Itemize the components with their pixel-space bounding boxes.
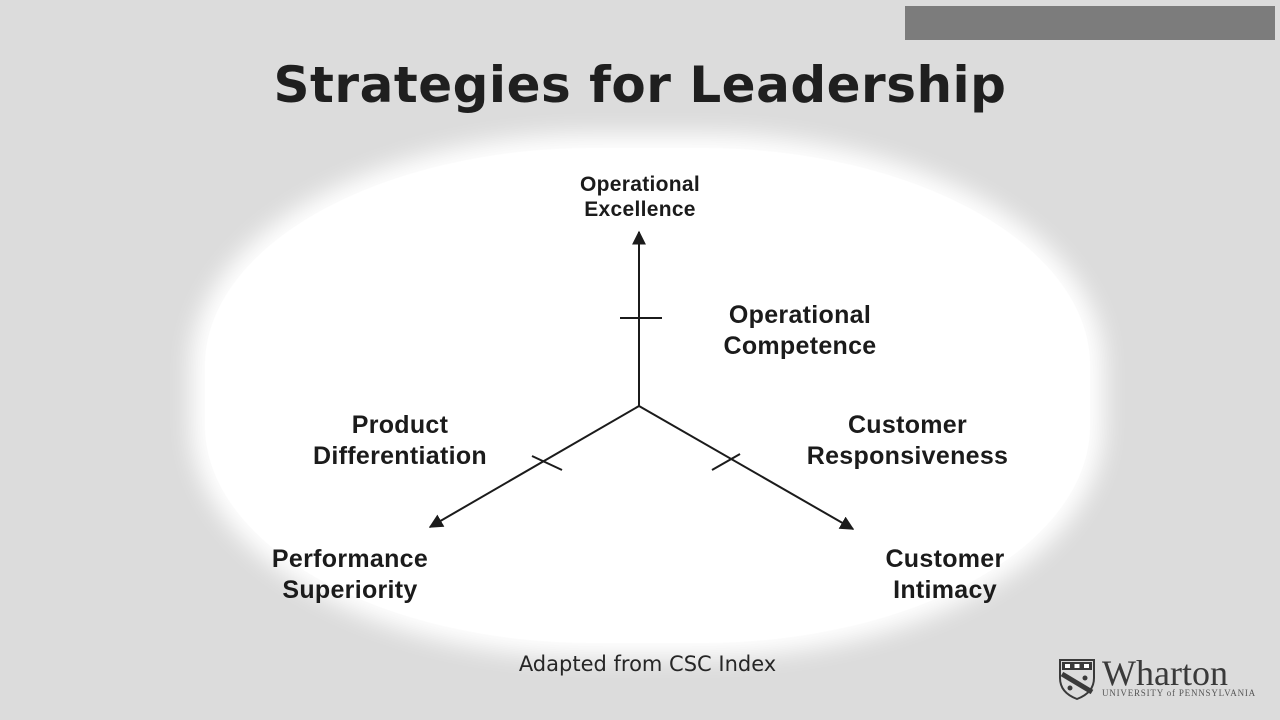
midpoint-label-left: Product Differentiation (280, 410, 520, 473)
logo-wordmark: Wharton (1102, 653, 1228, 693)
midpoint-label-left-line1: Product (351, 411, 449, 439)
axis-label-top: Operational Excellence (545, 172, 735, 222)
slide-title: Strategies for Leadership (273, 56, 1007, 114)
logo-subtitle: UNIVERSITY of PENNSYLVANIA (1102, 688, 1256, 698)
wharton-logo: Wharton UNIVERSITY of PENNSYLVANIA (1058, 653, 1255, 702)
axis-line-right (638, 405, 855, 530)
axis-label-left: Performance Superiority (240, 544, 460, 607)
tick-mark-right (711, 453, 741, 471)
axis-label-left-line1: Performance (271, 545, 429, 573)
axis-label-left-line2: Superiority (282, 576, 418, 605)
midpoint-label-top: Operational Competence (690, 300, 910, 363)
axis-label-top-line2: Excellence (584, 198, 696, 222)
midpoint-label-right: Customer Responsiveness (775, 410, 1040, 473)
axis-label-right: Customer Intimacy (850, 544, 1040, 607)
axis-label-right-line1: Customer (885, 545, 1005, 573)
midpoint-label-right-line1: Customer (847, 411, 968, 439)
penn-shield-icon (1059, 659, 1095, 700)
midpoint-label-top-line1: Operational (728, 301, 872, 329)
source-caption: Adapted from CSC Index (518, 652, 777, 676)
midpoint-label-right-line2: Responsiveness (806, 442, 1009, 471)
top-bar (905, 6, 1275, 40)
midpoint-label-left-line2: Differentiation (313, 442, 487, 471)
axis-label-right-line2: Intimacy (893, 576, 997, 605)
axis-line-left (428, 405, 640, 528)
axis-label-top-line1: Operational (580, 173, 700, 196)
tick-mark-left (531, 455, 563, 471)
midpoint-label-top-line2: Competence (723, 332, 877, 361)
diagram-background (205, 148, 1090, 643)
